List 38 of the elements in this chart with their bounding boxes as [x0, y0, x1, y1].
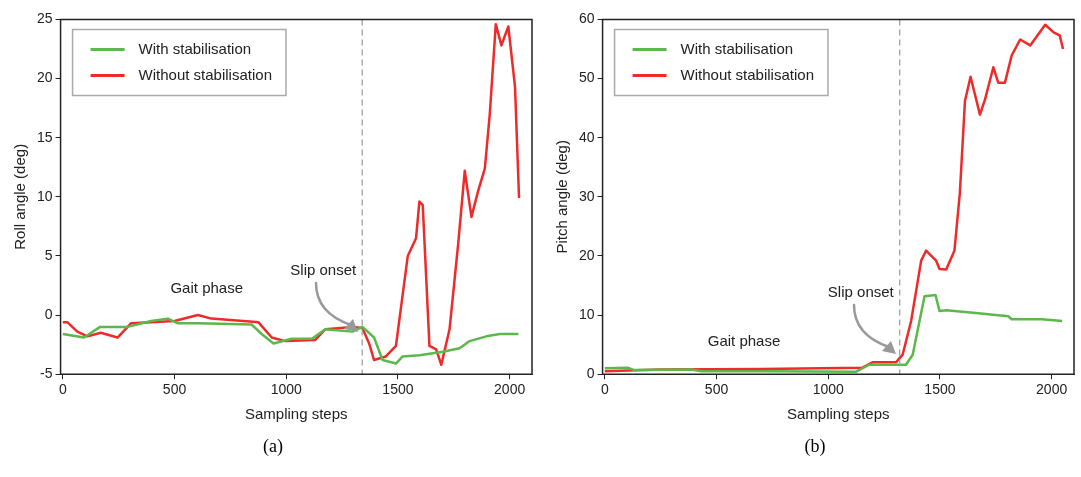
legend-label: With stabilisation: [680, 39, 794, 57]
x-tick-label: 1500: [924, 381, 956, 398]
x-tick-label: 1000: [812, 381, 845, 398]
legend-label: Without stabilisation: [138, 65, 272, 83]
y-tick-label: 20: [36, 69, 53, 86]
legend-label: Without stabilisation: [680, 65, 814, 83]
y-tick-label: 15: [36, 128, 53, 145]
x-tick-label: 0: [600, 381, 609, 398]
y-tick-label: 25: [36, 10, 53, 27]
y-tick-label: 0: [586, 365, 595, 382]
y-tick-label: 50: [578, 69, 595, 86]
x-axis-title: Sampling steps: [787, 405, 890, 423]
y-tick-label: 40: [578, 128, 595, 145]
y-tick-label: 10: [578, 305, 595, 322]
y-axis-title: Roll angle (deg): [11, 143, 29, 250]
y-tick-label: 30: [578, 187, 595, 204]
y-tick-label: 5: [44, 246, 53, 263]
y-tick-label: -5: [40, 365, 53, 382]
legend-label: With stabilisation: [138, 39, 252, 57]
x-axis-title: Sampling steps: [245, 405, 348, 423]
x-tick-label: 500: [162, 381, 187, 398]
text: (a): [262, 436, 284, 457]
x-tick-label: 0: [58, 381, 67, 398]
text: (b): [803, 436, 827, 457]
ref-line-label: Slip onset: [290, 261, 358, 279]
y-tick-label: 20: [578, 246, 595, 263]
x-tick-label: 2000: [1036, 381, 1068, 398]
y-tick-label: 10: [36, 187, 53, 204]
x-tick-label: 500: [704, 381, 729, 398]
x-tick-label: 1500: [382, 381, 414, 398]
y-axis-title: Pitch angle (deg): [553, 140, 571, 254]
annotation: Gait phase: [707, 332, 781, 350]
ref-line-label: Slip onset: [827, 282, 895, 300]
annotation: Gait phase: [170, 279, 243, 297]
x-tick-label: 2000: [494, 381, 526, 398]
y-tick-label: 60: [578, 10, 595, 27]
y-tick-label: 0: [44, 305, 53, 322]
x-tick-label: 1000: [270, 381, 303, 398]
